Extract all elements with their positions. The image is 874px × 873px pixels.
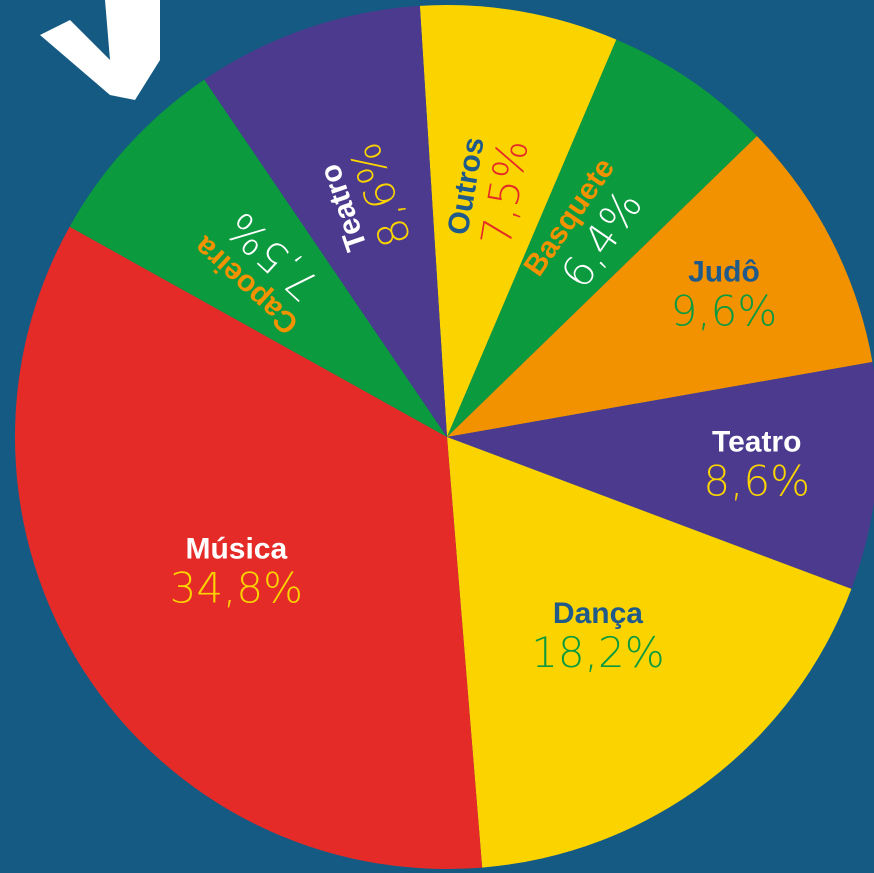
category-label: Música <box>185 533 287 566</box>
value-label: 34,8% <box>170 564 303 613</box>
category-label: Teatro <box>712 426 801 459</box>
category-label: Judô <box>688 255 760 288</box>
value-label: 18,2% <box>531 628 664 677</box>
pie: Outros7,5%Basquete6,4%Judô9,6%Teatro8,6%… <box>15 5 874 869</box>
category-label: Dança <box>553 597 643 630</box>
value-label: 9,6% <box>671 286 778 335</box>
chart: Outros7,5%Basquete6,4%Judô9,6%Teatro8,6%… <box>0 0 874 873</box>
value-label: 8,6% <box>703 457 810 506</box>
